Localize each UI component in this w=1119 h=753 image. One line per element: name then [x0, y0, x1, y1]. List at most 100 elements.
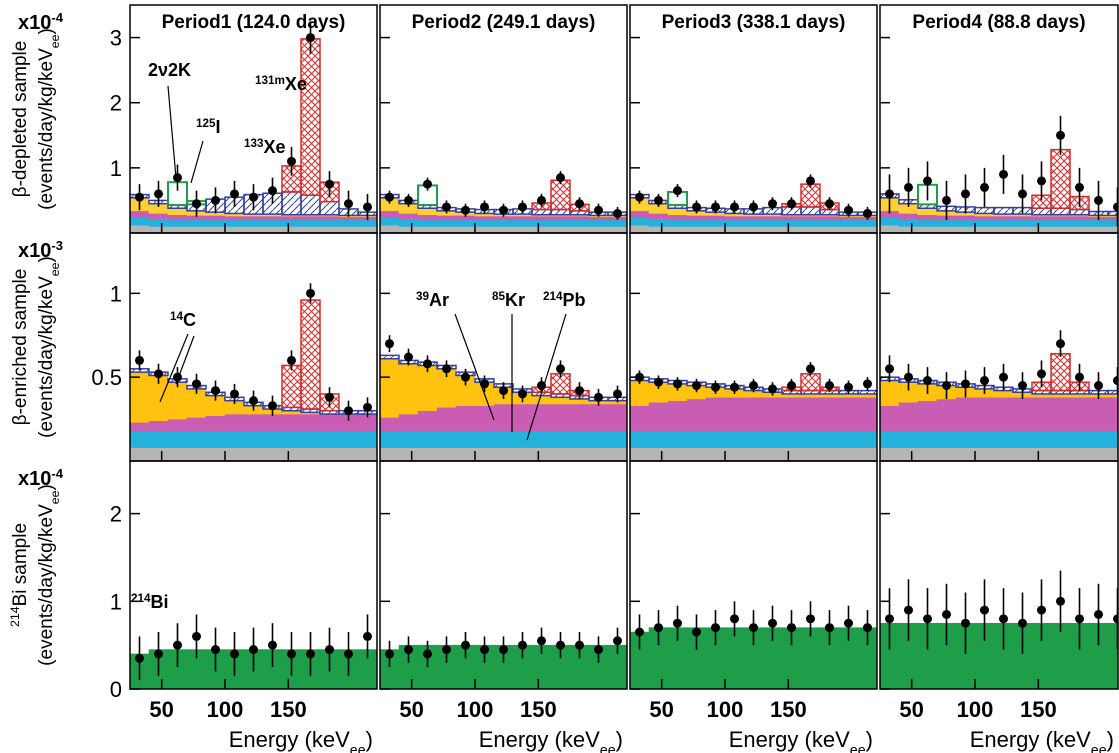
histogram-bin — [743, 430, 764, 448]
panel — [380, 171, 627, 233]
histogram-bin — [588, 403, 609, 432]
y-axis-label-part: ee — [48, 262, 62, 276]
data-point — [518, 202, 527, 212]
histogram-bin — [281, 430, 302, 448]
histogram-bin — [800, 373, 821, 392]
data-point — [961, 379, 970, 389]
histogram-bin — [474, 405, 495, 432]
panel-title: Period4 (88.8 days) — [912, 12, 1085, 33]
annotation: 2ν2K — [148, 60, 191, 80]
data-point — [135, 653, 144, 663]
x-tick-label: 50 — [149, 697, 173, 722]
histogram-bin — [474, 226, 495, 233]
y-tick-label: 0.5 — [91, 365, 122, 390]
histogram-bin — [743, 219, 764, 227]
data-point — [287, 355, 296, 365]
histogram-bin — [781, 447, 802, 461]
data-point — [825, 199, 834, 209]
annotation-leader — [454, 313, 495, 421]
histogram-bin — [300, 38, 321, 196]
data-point — [730, 382, 739, 392]
histogram-bin — [936, 430, 957, 448]
histogram-bin — [974, 215, 995, 221]
annotation-part: Xe — [264, 137, 286, 157]
x-axis-label-part: Energy (keV — [970, 727, 1091, 752]
histogram-bin — [167, 207, 188, 216]
data-point — [385, 192, 394, 202]
data-point — [825, 381, 834, 391]
histogram-bin — [838, 397, 859, 432]
histogram-bin — [569, 430, 590, 448]
histogram-bin — [917, 214, 938, 221]
histogram-bin — [857, 447, 877, 461]
panel-title: Period1 (124.0 days) — [162, 12, 346, 33]
data-point — [711, 623, 720, 633]
histogram-bin — [300, 219, 321, 227]
panel — [630, 601, 877, 689]
histogram-bin — [1088, 430, 1109, 448]
histogram-bin — [955, 430, 976, 448]
histogram-bin — [380, 417, 400, 432]
histogram-bin — [1069, 430, 1090, 448]
histogram-bin — [205, 219, 226, 227]
annotation: 214Pb — [543, 290, 586, 311]
histogram-bin — [705, 397, 726, 432]
histogram-bin — [607, 226, 627, 233]
data-point — [768, 384, 777, 394]
data-point — [1113, 614, 1118, 624]
data-point — [1037, 369, 1046, 379]
y-axis-label-part: β-depleted sample — [10, 41, 31, 198]
histogram-bin — [281, 413, 302, 432]
histogram-bin — [205, 430, 226, 448]
histogram-bin — [417, 410, 438, 432]
y-axis-label-part: β-enriched sample — [10, 269, 31, 426]
histogram-bin — [1031, 226, 1052, 233]
data-point — [1037, 176, 1046, 186]
histogram-bin — [1069, 226, 1090, 233]
histogram-bin — [550, 215, 571, 221]
histogram-bin — [838, 226, 859, 233]
histogram-bin — [993, 206, 1014, 215]
histogram-bin — [1050, 397, 1071, 432]
histogram-bin — [857, 219, 877, 227]
histogram-bin — [531, 403, 552, 432]
histogram-bin — [667, 400, 688, 432]
data-point — [806, 364, 815, 374]
histogram-bin — [167, 418, 188, 432]
axis-multiplier-part: -3 — [51, 238, 63, 253]
data-point — [787, 623, 796, 633]
data-point — [635, 192, 644, 202]
histogram-bin — [531, 430, 552, 448]
histogram-bin — [880, 217, 900, 226]
x-tick-label: 150 — [270, 697, 307, 722]
y-axis-label-part: ee — [48, 490, 62, 504]
histogram-bin — [898, 213, 919, 219]
annotation-part: 214 — [131, 592, 151, 605]
histogram-bin — [993, 447, 1014, 461]
histogram-bin — [705, 219, 726, 227]
histogram-bin — [762, 219, 783, 227]
histogram-bin — [762, 226, 783, 233]
histogram-bin — [319, 215, 340, 221]
histogram-bin — [898, 226, 919, 233]
y-axis-label-part: (events/day/kg/keV — [36, 276, 57, 438]
data-point — [999, 169, 1008, 179]
histogram-bin — [993, 430, 1014, 448]
histogram-bin — [417, 219, 438, 227]
histogram-bin — [993, 226, 1014, 233]
histogram-bin — [588, 447, 609, 461]
histogram-bin — [167, 447, 188, 461]
data-point — [499, 205, 508, 215]
histogram-bin — [917, 219, 938, 227]
histogram-bin — [357, 226, 377, 233]
histogram-bin — [512, 403, 533, 432]
histogram-bin — [262, 447, 283, 461]
data-point — [404, 645, 413, 655]
data-point — [885, 614, 894, 624]
histogram-bin — [762, 397, 783, 432]
data-point — [423, 359, 432, 369]
histogram-bin — [417, 207, 438, 216]
histogram-bin — [417, 365, 438, 411]
annotation-part: 133 — [244, 137, 264, 150]
histogram-bin — [186, 226, 207, 233]
